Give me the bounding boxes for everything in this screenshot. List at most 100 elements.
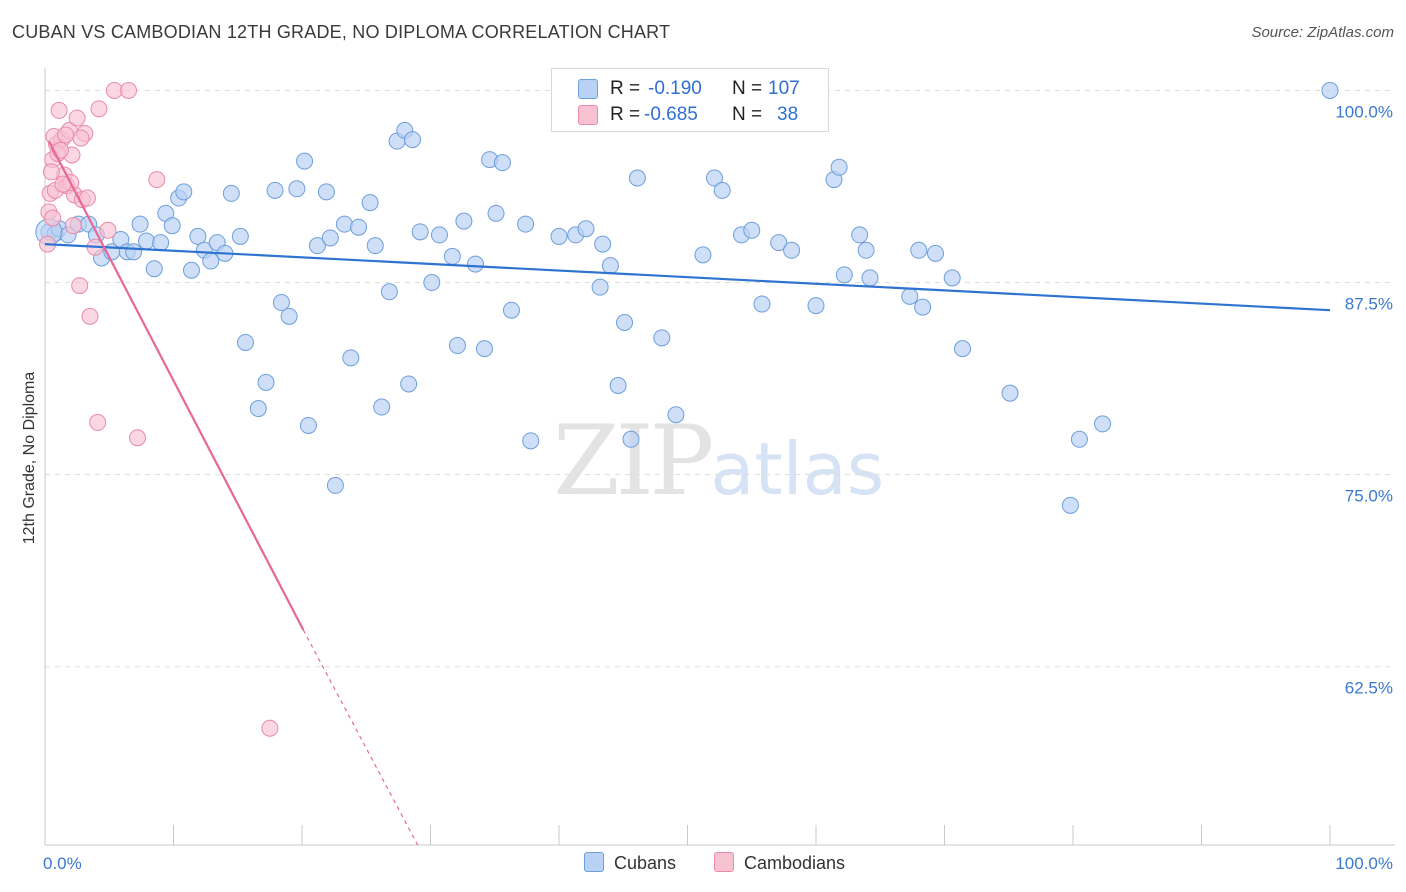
cuban-point [266, 181, 284, 199]
cuban-point [272, 294, 290, 312]
cambodian-point [129, 429, 147, 447]
cuban-point [591, 278, 609, 296]
cuban-point [125, 243, 143, 261]
cuban-point [502, 301, 520, 319]
cuban-point [175, 183, 193, 201]
cuban-point [308, 237, 326, 255]
cuban-point [400, 375, 418, 393]
cambodians-trend-line [47, 140, 305, 631]
cuban-point [138, 232, 156, 250]
bottom-legend-cambodians: Cambodians [714, 852, 845, 874]
cuban-point [522, 432, 540, 450]
cambodian-point [72, 129, 90, 147]
cambodian-point [99, 221, 117, 239]
cuban-point [411, 223, 429, 241]
cuban-point [807, 297, 825, 315]
cambodian-point [44, 209, 62, 227]
cuban-point [628, 169, 646, 187]
cuban-point [550, 227, 568, 245]
cuban-point [350, 218, 368, 236]
cuban-point [249, 400, 267, 418]
cuban-point [222, 184, 240, 202]
x-tick-label: 100.0% [1335, 854, 1393, 873]
cuban-point [1001, 384, 1019, 402]
cuban-point [455, 212, 473, 230]
cuban-point [1061, 496, 1079, 514]
cuban-point [466, 255, 484, 273]
cuban-point [594, 235, 612, 253]
cambodian-point [57, 126, 75, 144]
cuban-point [430, 226, 448, 244]
cuban-point [335, 215, 353, 233]
cuban-point [713, 181, 731, 199]
cuban-point [231, 227, 249, 245]
legend-swatch-cubans [578, 79, 598, 99]
cambodian-point [71, 277, 89, 295]
cuban-point [694, 246, 712, 264]
cuban-point [487, 204, 505, 222]
cuban-point [910, 241, 928, 259]
legend-n-label: N = [732, 78, 763, 99]
cambodian-point [89, 413, 107, 431]
y-tick-label: 100.0% [1335, 102, 1393, 121]
cuban-point [423, 274, 441, 292]
cambodian-point [90, 100, 108, 118]
cuban-point [373, 398, 391, 416]
cambodian-point [81, 307, 99, 325]
cuban-point [380, 283, 398, 301]
legend-r-label: R = [610, 104, 641, 125]
cambodians-series [39, 81, 279, 737]
cuban-point [914, 298, 932, 316]
cambodian-point [148, 171, 166, 189]
legend-n-label: N = [732, 104, 763, 125]
cuban-point [953, 340, 971, 358]
cuban-point [1094, 415, 1112, 433]
cuban-point [653, 329, 671, 347]
cubans-trend-line [44, 243, 1331, 312]
legend-n-value: 107 [768, 78, 800, 99]
bottom-legend-swatch-cambodians [714, 852, 734, 872]
cambodian-point [261, 719, 279, 737]
legend-r-value: -0.685 [644, 104, 698, 125]
cuban-point [517, 215, 535, 233]
legend-swatch-cambodians [578, 105, 598, 125]
cuban-point [296, 152, 314, 170]
cuban-point [189, 227, 207, 245]
chart-title: CUBAN VS CAMBODIAN 12TH GRADE, NO DIPLOM… [12, 22, 671, 42]
cuban-point [257, 373, 275, 391]
cuban-point [366, 237, 384, 255]
cuban-point [202, 252, 220, 270]
cuban-point [705, 169, 723, 187]
cuban-point [131, 215, 149, 233]
cuban-point [299, 416, 317, 434]
cuban-point [577, 220, 595, 238]
legend-n-value: 38 [777, 104, 799, 125]
cambodian-point [50, 101, 68, 119]
cuban-point [145, 260, 163, 278]
cuban-point [475, 340, 493, 358]
bottom-legend-label-cubans: Cubans [614, 853, 677, 873]
cuban-point [317, 183, 335, 201]
cubans-series [35, 81, 1339, 514]
cuban-point [280, 307, 298, 325]
cuban-point [152, 234, 170, 252]
cuban-point [622, 430, 640, 448]
cuban-point [753, 295, 771, 313]
cuban-point [1321, 81, 1339, 99]
cuban-point [857, 241, 875, 259]
cambodians-trend-extension [302, 629, 419, 846]
cuban-point [861, 269, 879, 287]
cuban-point [609, 377, 627, 395]
cuban-point [783, 241, 801, 259]
cuban-point [321, 229, 339, 247]
cuban-point [943, 269, 961, 287]
cuban-point [927, 244, 945, 262]
watermark-zip: ZIP [553, 405, 714, 517]
cuban-point [616, 313, 634, 331]
cuban-point [404, 131, 422, 149]
cuban-point [1070, 430, 1088, 448]
cambodian-point [42, 163, 60, 181]
bottom-legend-cubans: Cubans [584, 852, 676, 874]
cuban-point [163, 217, 181, 235]
